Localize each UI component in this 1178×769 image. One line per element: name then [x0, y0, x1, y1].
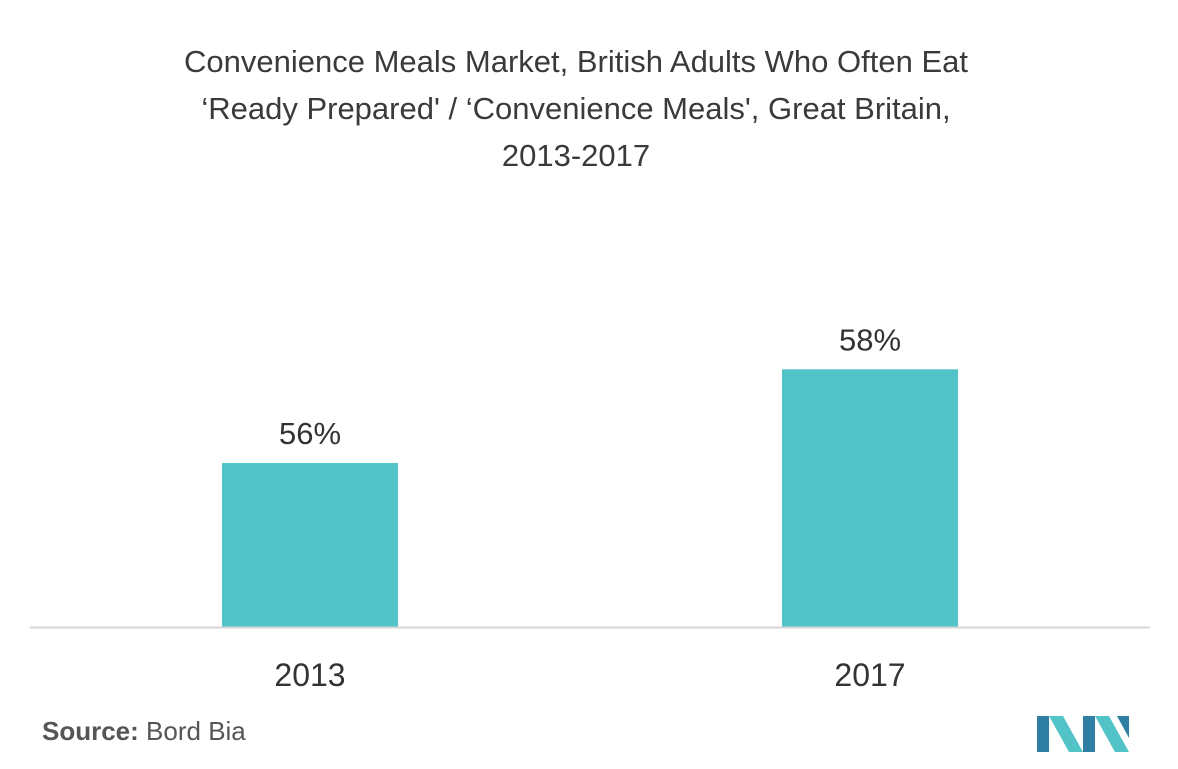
bar-2017 — [782, 369, 958, 627]
chart-title-line-2: ‘Ready Prepared' / ‘Convenience Meals', … — [201, 91, 951, 126]
logo-left-dark — [1037, 716, 1049, 752]
x-tick-label-2013: 2013 — [274, 657, 345, 693]
logo-middle-dark — [1083, 716, 1095, 752]
source-label: Source: — [42, 716, 139, 746]
logo-diagonal-light-2 — [1095, 716, 1129, 752]
bar-2013 — [222, 463, 398, 627]
chart-title: Convenience Meals Market, British Adults… — [0, 38, 1152, 179]
chart-title-line-1: Convenience Meals Market, British Adults… — [184, 44, 968, 79]
source-note: Source: Bord Bia — [42, 716, 246, 747]
x-tick-label-2017: 2017 — [834, 657, 905, 693]
source-text: Bord Bia — [146, 716, 246, 746]
mordor-intelligence-logo-icon — [1037, 716, 1129, 752]
data-label-2017: 58% — [839, 322, 901, 357]
logo-diagonal-light — [1049, 716, 1083, 752]
data-label-2013: 56% — [279, 416, 341, 451]
logo-right-dark — [1117, 716, 1129, 738]
chart-title-line-3: 2013-2017 — [501, 138, 651, 173]
